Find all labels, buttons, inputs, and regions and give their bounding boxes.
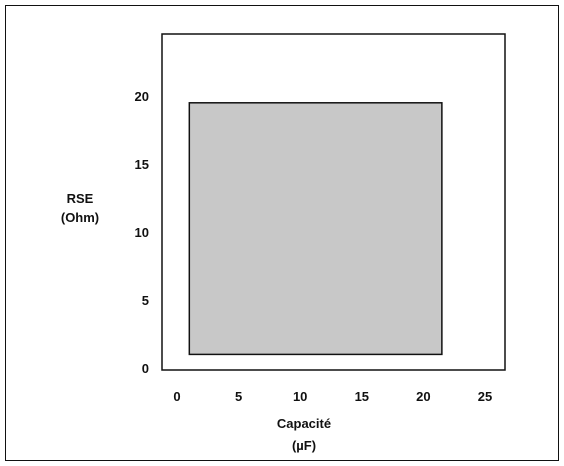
x-tick-label: 20 bbox=[416, 389, 430, 404]
x-tick-label: 0 bbox=[173, 389, 180, 404]
y-tick-label: 15 bbox=[135, 157, 149, 172]
y-tick-label: 10 bbox=[135, 225, 149, 240]
y-tick-label: 20 bbox=[135, 89, 149, 104]
y-tick-labels: 0 5 10 15 20 bbox=[135, 89, 149, 376]
y-tick-label: 0 bbox=[142, 361, 149, 376]
y-axis-title-line-2: (Ohm) bbox=[61, 210, 99, 225]
x-axis-title-line-1: Capacité bbox=[277, 416, 331, 431]
x-tick-label: 5 bbox=[235, 389, 242, 404]
y-tick-label: 5 bbox=[142, 293, 149, 308]
x-tick-label: 15 bbox=[355, 389, 369, 404]
x-tick-labels: 0 5 10 15 20 25 bbox=[173, 389, 492, 404]
shaded-region bbox=[188, 102, 443, 356]
x-tick-label: 25 bbox=[478, 389, 492, 404]
y-axis-title-line-1: RSE bbox=[67, 191, 94, 206]
x-axis-title-line-2: (µF) bbox=[292, 438, 316, 453]
x-tick-label: 10 bbox=[293, 389, 307, 404]
